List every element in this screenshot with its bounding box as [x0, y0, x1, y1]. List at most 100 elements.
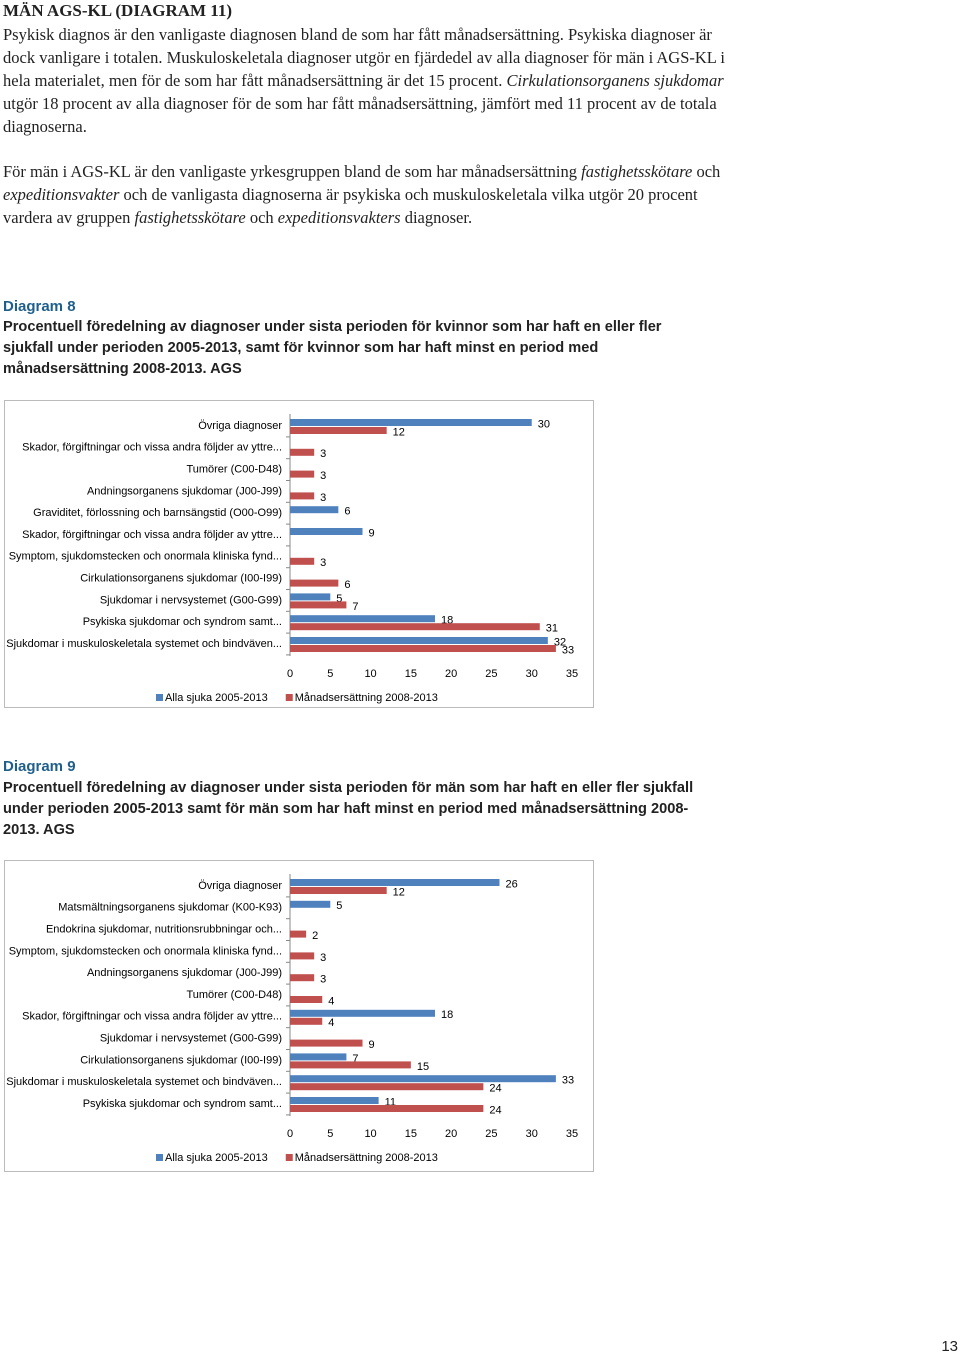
x-tick-label: 5	[327, 1128, 333, 1140]
x-tick-label: 5	[327, 668, 333, 680]
category-label: Skador, förgiftningar och vissa andra fö…	[22, 442, 282, 454]
data-label: 15	[417, 1061, 429, 1073]
data-label: 4	[328, 995, 334, 1007]
data-label: 5	[336, 593, 342, 605]
bar	[290, 1017, 323, 1025]
text-run: Psykisk diagnos är den vanligaste diagno…	[3, 25, 725, 90]
category-label: Övriga diagnoser	[198, 880, 282, 892]
data-label: 3	[320, 557, 326, 569]
bar	[290, 974, 315, 982]
paragraph: För män i AGS-KL är den vanligaste yrkes…	[3, 160, 748, 229]
data-label: 30	[538, 418, 550, 430]
category-label: Skador, förgiftningar och vissa andra fö…	[22, 1011, 282, 1023]
category-label: Symptom, sjukdomstecken och onormala kli…	[9, 945, 282, 957]
text-run: diagnoser.	[400, 208, 473, 227]
category-label: Tumörer (C00-D48)	[186, 989, 282, 1001]
category-label: Sjukdomar i nervsystemet (G00-G99)	[100, 594, 282, 606]
legend-swatch	[156, 1154, 163, 1161]
data-label: 33	[562, 1075, 574, 1087]
category-label: Cirkulationsorganens sjukdomar (I00-I99)	[80, 1054, 282, 1066]
text-run: Cirkulationsorganens sjukdomar	[506, 71, 724, 90]
category-label: Sjukdomar i muskuloskeletala systemet oc…	[6, 1076, 282, 1088]
heading: MÄN AGS-KL (DIAGRAM 11)	[3, 1, 233, 20]
x-tick-label: 10	[364, 1128, 376, 1140]
data-label: 33	[562, 644, 574, 656]
category-label: Andningsorganens sjukdomar (J00-J99)	[87, 485, 282, 497]
paragraph: Psykisk diagnos är den vanligaste diagno…	[3, 23, 748, 138]
data-label: 24	[489, 1104, 501, 1116]
bar	[290, 579, 339, 587]
data-label: 5	[336, 900, 342, 912]
bar	[290, 528, 363, 535]
bar	[290, 1053, 347, 1061]
data-label: 6	[344, 579, 350, 591]
category-label: Symptom, sjukdomstecken och onormala kli…	[9, 551, 282, 563]
data-label: 11	[385, 1096, 396, 1108]
x-tick-label: 20	[445, 1128, 457, 1140]
data-label: 7	[352, 601, 358, 613]
bar	[290, 557, 315, 565]
data-label: 9	[369, 1039, 375, 1051]
x-tick-label: 35	[566, 668, 578, 680]
data-label: 3	[320, 448, 326, 460]
bar	[290, 419, 532, 426]
legend-swatch	[285, 694, 293, 701]
bar	[290, 623, 540, 631]
bar	[290, 601, 347, 609]
legend-label: Månadsersättning 2008-2013	[295, 692, 438, 704]
category-label: Tumörer (C00-D48)	[186, 464, 282, 476]
bar	[290, 615, 436, 623]
bar	[290, 470, 315, 478]
x-tick-label: 10	[364, 668, 376, 680]
text-run: fastighetsskötare	[581, 162, 693, 181]
bar	[290, 1009, 436, 1017]
data-label: 24	[489, 1083, 501, 1095]
text-run: fastighetsskötare	[134, 208, 246, 227]
bar	[290, 952, 315, 960]
category-label: Sjukdomar i muskuloskeletala systemet oc…	[6, 638, 282, 650]
bar	[290, 1075, 556, 1083]
text-run: och	[245, 208, 278, 227]
bar	[290, 1105, 484, 1112]
diagram-label: Diagram 9	[3, 758, 76, 775]
text-run: expeditionsvakters	[277, 208, 401, 227]
legend-label: Alla sjuka 2005-2013	[165, 692, 268, 704]
data-label: 12	[393, 426, 405, 438]
data-label: 3	[320, 492, 326, 504]
x-tick-label: 15	[405, 668, 417, 680]
x-tick-label: 25	[485, 1128, 497, 1140]
data-label: 3	[320, 974, 326, 986]
category-label: Skador, förgiftningar och vissa andra fö…	[22, 529, 282, 541]
bar	[290, 900, 331, 908]
data-label: 12	[393, 886, 405, 898]
text-run: För män i AGS-KL är den vanligaste yrkes…	[3, 162, 582, 181]
data-label: 3	[320, 470, 326, 482]
data-label: 7	[352, 1053, 358, 1065]
bar	[290, 427, 387, 434]
bar	[290, 887, 387, 894]
category-label: Cirkulationsorganens sjukdomar (I00-I99)	[80, 573, 282, 585]
x-tick-label: 15	[405, 1128, 417, 1140]
legend-swatch	[156, 694, 163, 701]
data-label: 2	[312, 930, 318, 942]
bar	[290, 1097, 379, 1104]
data-label: 9	[369, 527, 375, 539]
bar	[290, 1061, 411, 1069]
x-tick-label: 0	[287, 668, 293, 680]
x-tick-label: 20	[445, 668, 457, 680]
bar	[290, 637, 548, 644]
data-label: 4	[328, 1017, 334, 1029]
category-label: Sjukdomar i nervsystemet (G00-G99)	[100, 1033, 282, 1045]
x-tick-label: 35	[566, 1128, 578, 1140]
diagram-caption: Procentuell föredelning av diagnoser und…	[3, 780, 694, 838]
category-label: Endokrina sjukdomar, nutritionsrubbninga…	[46, 924, 282, 936]
bar	[290, 1039, 363, 1047]
text-run: och de vanligasta diagnoserna är psykisk…	[3, 185, 698, 227]
text-run: utgör 18 procent av alla diagnoser för d…	[3, 94, 717, 136]
diagram-label: Diagram 8	[3, 298, 76, 315]
data-label: 6	[344, 506, 350, 518]
data-label: 31	[546, 623, 558, 635]
category-label: Psykiska sjukdomar och syndrom samt...	[83, 1098, 282, 1110]
bar	[290, 996, 323, 1003]
category-label: Övriga diagnoser	[198, 420, 282, 432]
